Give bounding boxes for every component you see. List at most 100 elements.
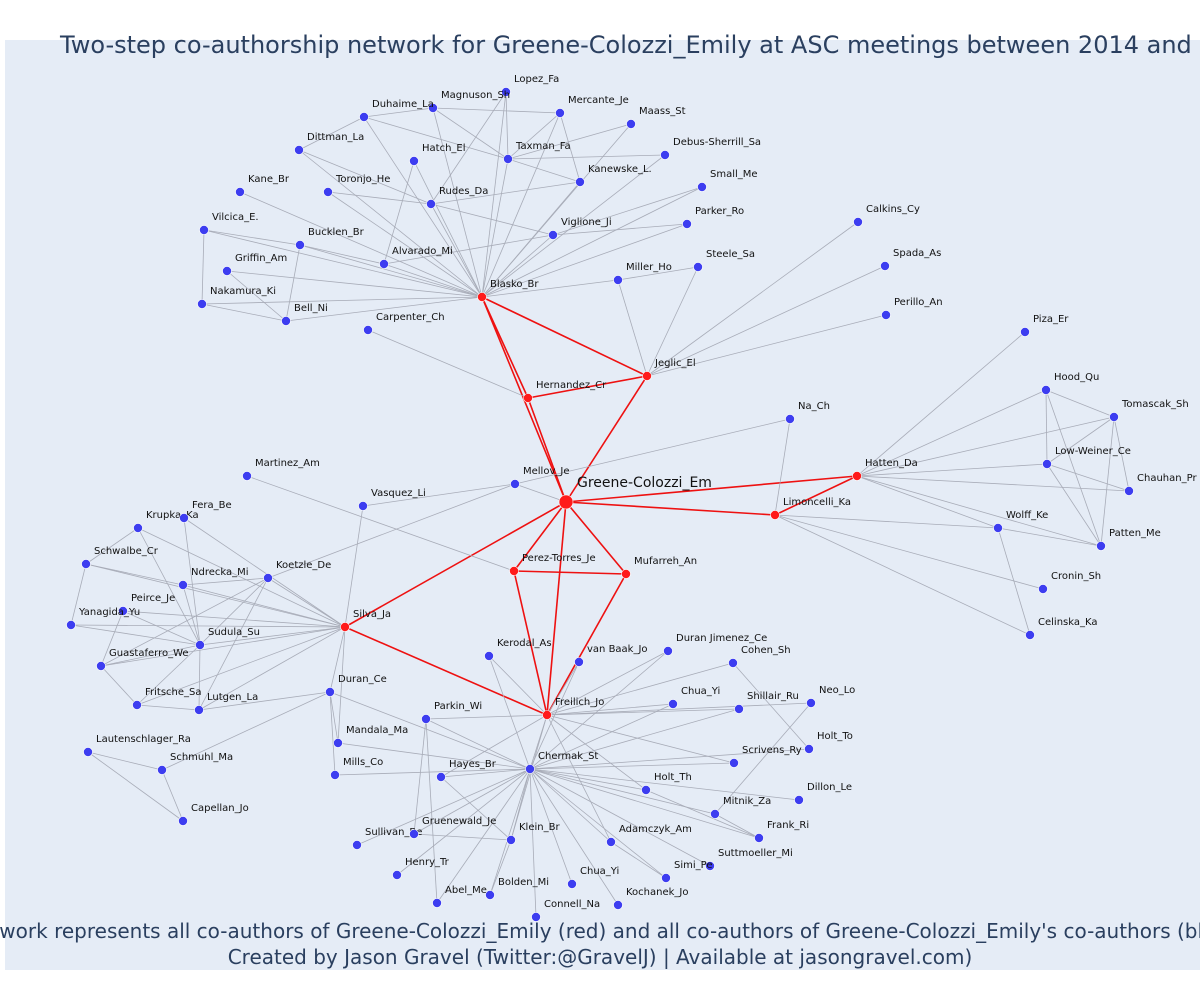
node-label: Debus-Sherrill_Sa <box>673 137 761 148</box>
edge <box>552 186 703 236</box>
node-label: Fera_Be <box>192 500 232 511</box>
node-label: Mufarreh_An <box>634 556 697 567</box>
coauthor-edge <box>565 501 776 516</box>
edge <box>413 768 531 835</box>
edge <box>546 702 812 716</box>
node-label: Koetzle_De <box>276 560 331 571</box>
edge <box>1045 389 1102 547</box>
edge <box>714 813 760 839</box>
node <box>157 765 167 775</box>
edge <box>489 768 531 896</box>
node-label: Taxman_Fa <box>515 141 571 152</box>
edge <box>436 768 531 904</box>
node-label: Magnuson_Sh <box>441 90 510 101</box>
edge <box>514 483 567 503</box>
edge <box>997 527 1102 547</box>
node <box>754 833 764 843</box>
node <box>682 219 692 229</box>
node <box>806 698 816 708</box>
edge <box>529 768 573 885</box>
edge <box>546 703 674 716</box>
edge <box>617 266 699 281</box>
node <box>728 658 738 668</box>
node-label: Mercante_Je <box>568 95 629 106</box>
node-label: Hernandez_Cr <box>536 380 607 391</box>
node <box>179 513 189 523</box>
node <box>693 262 703 272</box>
focal-node <box>558 494 574 510</box>
node-label: Dillon_Le <box>807 782 852 793</box>
edge <box>505 91 509 160</box>
node <box>770 510 780 520</box>
node-label: Perez-Torres_Je <box>522 553 596 564</box>
node <box>83 747 93 757</box>
node <box>661 873 671 883</box>
edge <box>546 662 734 716</box>
edge <box>997 527 1031 636</box>
edge <box>481 154 666 298</box>
node <box>235 187 245 197</box>
node <box>96 661 106 671</box>
edge <box>856 416 1115 477</box>
node <box>330 770 340 780</box>
node-label: Limoncelli_Ka <box>783 497 851 508</box>
node <box>1041 385 1051 395</box>
edge <box>85 563 346 628</box>
node-label: Na_Ch <box>798 401 830 412</box>
edge <box>183 517 201 646</box>
node-label: Rudes_Da <box>439 186 488 197</box>
node-label: Dittman_La <box>307 132 364 143</box>
node <box>542 710 552 720</box>
node-label: Neo_Lo <box>819 685 855 696</box>
edge <box>529 661 580 770</box>
edge <box>529 703 674 770</box>
coauthor-edge <box>481 296 648 377</box>
node <box>785 414 795 424</box>
node-label: Duhaime_La <box>372 99 434 110</box>
node <box>426 199 436 209</box>
node-label: Hatch_El <box>422 143 466 154</box>
node-label: Blasko_Br <box>490 279 539 290</box>
edge <box>1100 416 1115 547</box>
node <box>567 879 577 889</box>
edge <box>507 154 666 160</box>
node <box>409 829 419 839</box>
node <box>606 837 616 847</box>
edge <box>327 191 432 205</box>
edge <box>161 691 331 771</box>
edge <box>529 762 735 770</box>
edge <box>182 577 269 586</box>
edge <box>299 244 483 298</box>
edge <box>203 229 301 246</box>
edge <box>481 158 509 298</box>
node-label: Miller_Ho <box>626 262 672 273</box>
node <box>81 559 91 569</box>
edge <box>285 244 301 322</box>
node-label: Connell_Na <box>544 899 600 910</box>
edge <box>529 748 810 770</box>
edge <box>100 577 269 667</box>
node-label: Lutgen_La <box>207 692 258 703</box>
node-label: Gruenewald_Je <box>422 816 496 827</box>
edge <box>430 203 483 298</box>
node <box>294 145 304 155</box>
edge <box>298 149 483 298</box>
edge <box>137 527 201 646</box>
edge <box>529 768 800 801</box>
node-label: Greene-Colozzi_Em <box>577 475 712 491</box>
coauthor-edge <box>565 475 858 503</box>
node-label: Duran Jimenez_Ce <box>676 633 767 644</box>
node-label: Nakamura_Ki <box>210 286 276 297</box>
edge <box>100 610 124 667</box>
edge <box>329 691 531 770</box>
node <box>432 898 442 908</box>
node-label: Guastaferro_We <box>109 648 189 659</box>
node <box>484 651 494 661</box>
node-label: Alvarado_Mi <box>392 246 453 257</box>
node <box>194 705 204 715</box>
node <box>352 840 362 850</box>
node-label: Low-Weiner_Ce <box>1055 446 1131 457</box>
node <box>1042 459 1052 469</box>
edge <box>413 833 512 841</box>
node <box>668 699 678 709</box>
